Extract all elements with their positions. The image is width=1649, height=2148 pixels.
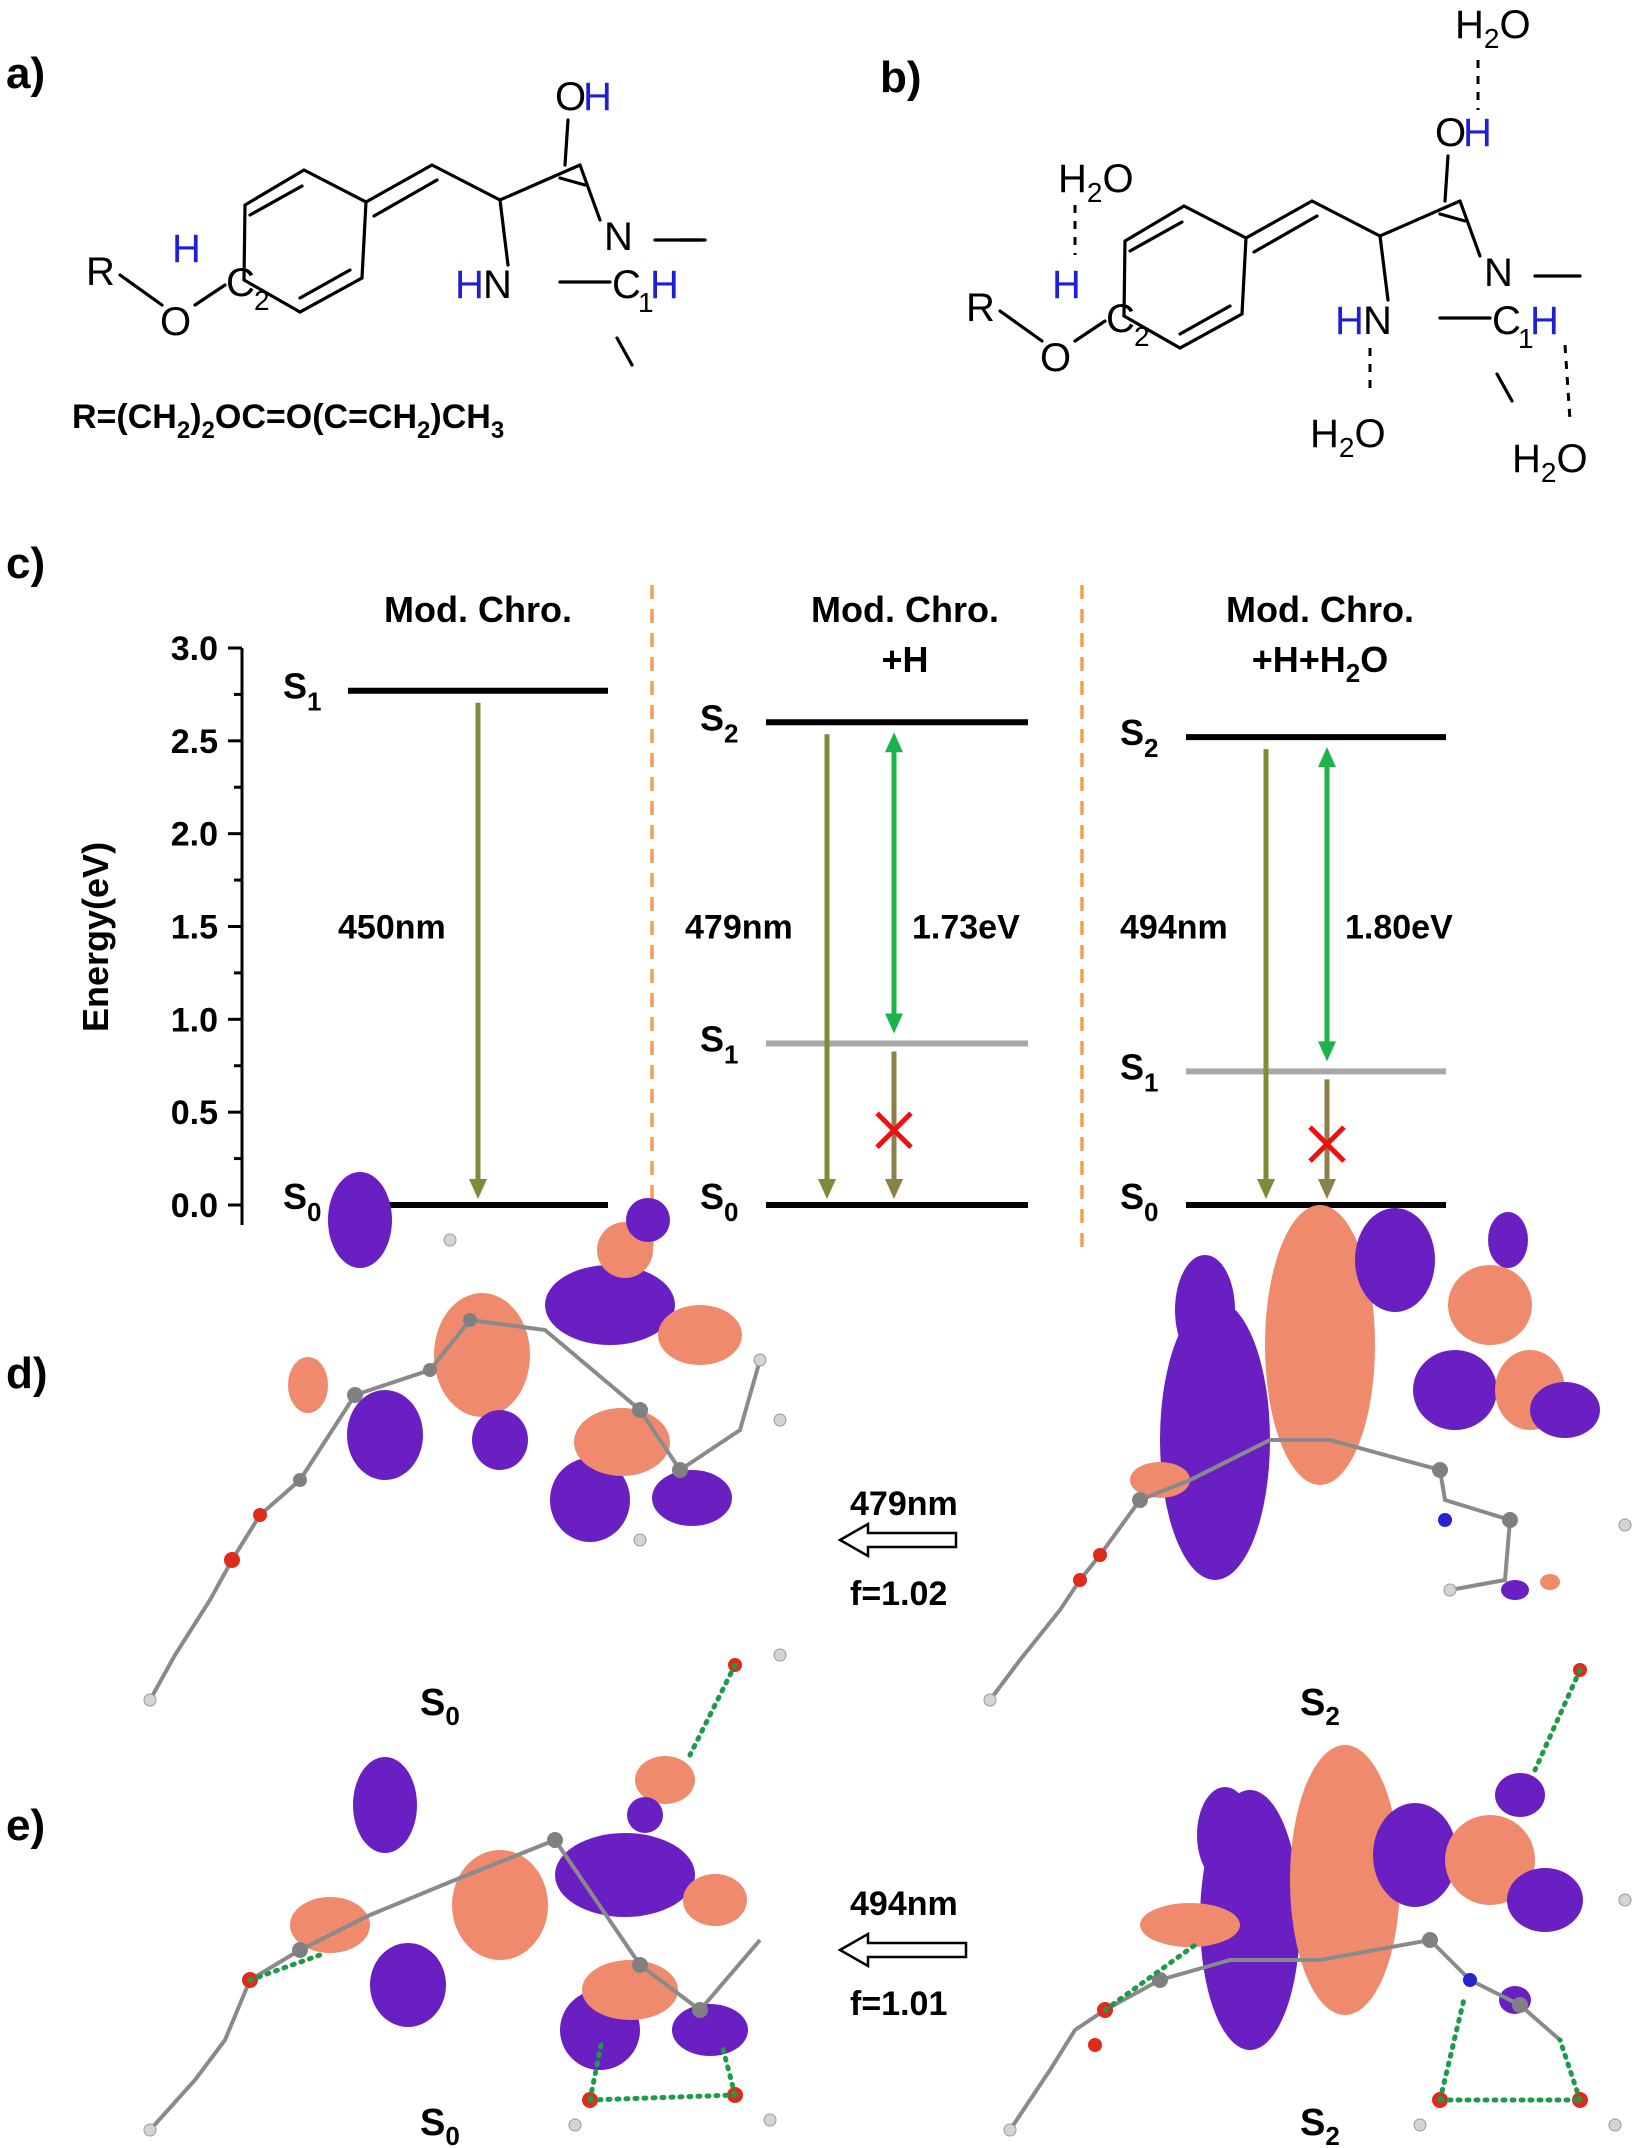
- y-tick-label: 0.5: [171, 1094, 218, 1132]
- d-excitation-arrow: [837, 1521, 958, 1559]
- panel-label-e: e): [6, 1801, 45, 1850]
- b-r: R: [966, 286, 995, 330]
- orbital-panel-e: S0 494nm f=1.01: [143, 1648, 1632, 2148]
- level-label: S2: [700, 697, 738, 748]
- a-c2: C: [226, 261, 255, 305]
- panel-label-b: b): [880, 53, 922, 102]
- level-label: S1: [700, 1018, 738, 1069]
- b-water-right: H2O: [1512, 437, 1588, 488]
- b-c2: C: [1106, 297, 1135, 341]
- column-title: Mod. Chro.: [384, 589, 572, 630]
- a-formula: R=(CH2)2OC=O(C=CH2)CH3: [72, 398, 504, 444]
- panel-label-a: a): [6, 49, 45, 98]
- b-c1-sub: 1: [1518, 323, 1534, 354]
- b-water-top: H2O: [1455, 3, 1531, 54]
- b-water-left: H2O: [1058, 157, 1134, 208]
- a-c1-h: H: [650, 263, 679, 307]
- b-water-bottom: H2O: [1310, 412, 1386, 463]
- gap-label: 1.80eV: [1345, 909, 1453, 947]
- a-c2-sub: 2: [254, 285, 270, 316]
- y-ticks: 0.0 0.5 1.0 1.5 2.0 2.5 3.0: [171, 630, 242, 1225]
- e-wavelength: 494nm: [850, 1885, 958, 1923]
- e-right-state: S2: [1300, 2102, 1340, 2148]
- b-c1-h: H: [1530, 299, 1559, 343]
- a-o-ether: O: [160, 300, 191, 344]
- column-title: Mod. Chro.: [1226, 589, 1414, 630]
- b-hn-n: N: [1363, 299, 1392, 343]
- b-h-left: H: [1052, 263, 1081, 307]
- d-left-state: S0: [420, 1682, 460, 1731]
- level-label: S1: [1120, 1046, 1158, 1097]
- energy-columns: Mod. Chro. S1 S0 450nm Mod. Chro. +H S2 S1 S0 479…: [283, 589, 1453, 1227]
- level-label: S0: [700, 1176, 738, 1227]
- b-oh-h: H: [1463, 111, 1492, 155]
- emission-arrowhead: [818, 1179, 836, 1199]
- s1-s0-arrowhead: [885, 1179, 903, 1199]
- s1-s0-arrowhead: [1318, 1179, 1336, 1199]
- a-hn-n: N: [483, 263, 512, 307]
- emission-arrowhead: [1257, 1179, 1275, 1199]
- gap-arrowhead-down: [885, 1013, 903, 1034]
- forbidden-mark: [875, 1111, 913, 1150]
- molecule-e-s2: [1003, 1663, 1632, 2137]
- a-n-right: N: [604, 215, 633, 259]
- e-left-state: S0: [420, 2102, 460, 2148]
- b-n-right: N: [1484, 251, 1513, 295]
- a-c1: C: [612, 263, 641, 307]
- emission-arrowhead: [469, 1179, 487, 1199]
- a-r: R: [86, 250, 115, 294]
- forbidden-mark: [1308, 1125, 1346, 1163]
- b-oh-o: O: [1435, 111, 1466, 155]
- energy-column-1: Mod. Chro. S1 S0 450nm: [283, 589, 608, 1227]
- b-o-ether: O: [1040, 336, 1071, 380]
- emission-label: 450nm: [338, 909, 446, 947]
- molecule-e-s0: [143, 1648, 787, 2137]
- panel-label-c: c): [6, 539, 45, 588]
- emission-label: 494nm: [1120, 909, 1228, 947]
- gap-arrowhead-up: [1318, 747, 1336, 768]
- e-oscillator-strength: f=1.01: [850, 1985, 947, 2023]
- level-label: S0: [1120, 1176, 1158, 1227]
- y-tick-label: 1.5: [171, 909, 218, 947]
- level-label: S0: [283, 1176, 321, 1227]
- y-tick-label: 1.0: [171, 1001, 218, 1039]
- d-right-state: S2: [1300, 1682, 1340, 1731]
- b-c1: C: [1492, 299, 1521, 343]
- d-wavelength: 479nm: [850, 1485, 958, 1523]
- a-oh-o: O: [555, 75, 586, 119]
- a-oh-h: H: [583, 75, 612, 119]
- a-h-left: H: [172, 227, 201, 271]
- d-oscillator-strength: f=1.02: [850, 1575, 947, 1613]
- structure-a: O H N H N C 1 H H C 2 R O R=(CH2)2OC=O(C…: [72, 75, 707, 444]
- energy-diagram: Energy(eV) 0.0 0.5 1.0 1.5 2.0 2.5 3.0 Mod. Ch…: [75, 585, 1453, 1255]
- panel-label-d: d): [6, 1349, 48, 1398]
- level-label: S1: [283, 666, 321, 717]
- e-excitation-arrow: [837, 1931, 968, 1969]
- gap-arrowhead-up: [885, 732, 903, 753]
- molecule-d-s0: [143, 1172, 787, 1707]
- level-label: S2: [1120, 712, 1158, 763]
- energy-column-2: Mod. Chro. +H S2 S1 S0 479nm 1.73eV: [685, 589, 1028, 1227]
- energy-column-3: Mod. Chro. +H+H2O S2 S1 S0 494nm 1.80eV: [1120, 589, 1453, 1227]
- b-hn-h: H: [1335, 299, 1364, 343]
- b-c2-sub: 2: [1134, 321, 1150, 352]
- y-tick-label: 2.0: [171, 816, 218, 854]
- a-hn-h: H: [455, 263, 484, 307]
- molecule-d-s2: [983, 1205, 1632, 1707]
- column-title: +H+H2O: [1252, 639, 1389, 688]
- gap-arrowhead-down: [1318, 1041, 1336, 1062]
- orbital-panel-d: S0 479nm f=1.02 S: [143, 1172, 1632, 1731]
- y-tick-label: 2.5: [171, 723, 218, 761]
- column-title: Mod. Chro.: [811, 589, 999, 630]
- y-axis-label: Energy(eV): [75, 842, 116, 1032]
- emission-label: 479nm: [685, 909, 793, 947]
- a-c1-sub: 1: [638, 287, 654, 318]
- column-title: +H: [881, 639, 928, 680]
- structure-b: O H N H N C 1 H H C 2 R O H2O H2O H2O H2…: [966, 3, 1588, 488]
- gap-label: 1.73eV: [912, 909, 1020, 947]
- y-tick-label: 3.0: [171, 630, 218, 668]
- y-tick-label: 0.0: [171, 1187, 218, 1225]
